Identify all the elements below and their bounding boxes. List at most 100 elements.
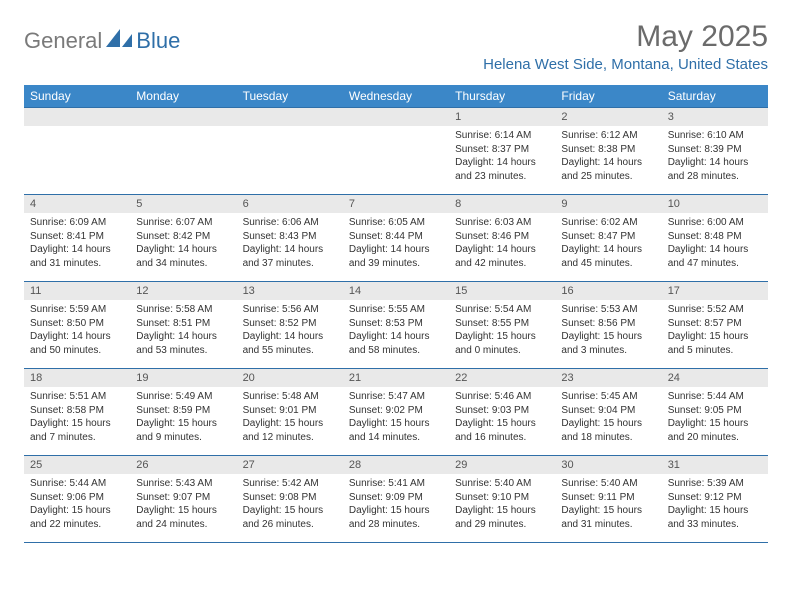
daylight-text: Daylight: 14 hours and 47 minutes. [668, 243, 762, 270]
calendar-cell: 9Sunrise: 6:02 AMSunset: 8:47 PMDaylight… [555, 195, 661, 281]
daylight-text: Daylight: 14 hours and 25 minutes. [561, 156, 655, 183]
day-number: 15 [449, 282, 555, 300]
calendar-cell [130, 108, 236, 194]
calendar-cell: 25Sunrise: 5:44 AMSunset: 9:06 PMDayligh… [24, 456, 130, 542]
calendar-cell: 7Sunrise: 6:05 AMSunset: 8:44 PMDaylight… [343, 195, 449, 281]
day-content: Sunrise: 6:14 AMSunset: 8:37 PMDaylight:… [449, 126, 555, 187]
day-content: Sunrise: 6:06 AMSunset: 8:43 PMDaylight:… [237, 213, 343, 274]
sunset-text: Sunset: 8:51 PM [136, 317, 230, 331]
calendar-cell: 13Sunrise: 5:56 AMSunset: 8:52 PMDayligh… [237, 282, 343, 368]
sunrise-text: Sunrise: 5:52 AM [668, 303, 762, 317]
logo-sail-icon [106, 29, 134, 54]
daylight-text: Daylight: 15 hours and 22 minutes. [30, 504, 124, 531]
daylight-text: Daylight: 15 hours and 18 minutes. [561, 417, 655, 444]
day-number: 20 [237, 369, 343, 387]
day-content: Sunrise: 6:02 AMSunset: 8:47 PMDaylight:… [555, 213, 661, 274]
sunrise-text: Sunrise: 6:09 AM [30, 216, 124, 230]
sunset-text: Sunset: 8:48 PM [668, 230, 762, 244]
calendar-cell: 10Sunrise: 6:00 AMSunset: 8:48 PMDayligh… [662, 195, 768, 281]
sunrise-text: Sunrise: 5:47 AM [349, 390, 443, 404]
calendar-cell: 29Sunrise: 5:40 AMSunset: 9:10 PMDayligh… [449, 456, 555, 542]
calendar-cell: 15Sunrise: 5:54 AMSunset: 8:55 PMDayligh… [449, 282, 555, 368]
day-number: 30 [555, 456, 661, 474]
day-content: Sunrise: 5:39 AMSunset: 9:12 PMDaylight:… [662, 474, 768, 535]
sunrise-text: Sunrise: 6:07 AM [136, 216, 230, 230]
sunset-text: Sunset: 9:05 PM [668, 404, 762, 418]
day-number: 1 [449, 108, 555, 126]
day-number: 18 [24, 369, 130, 387]
day-number: 25 [24, 456, 130, 474]
sunset-text: Sunset: 8:47 PM [561, 230, 655, 244]
sunrise-text: Sunrise: 5:56 AM [243, 303, 337, 317]
month-title: May 2025 [483, 20, 768, 54]
day-content: Sunrise: 5:42 AMSunset: 9:08 PMDaylight:… [237, 474, 343, 535]
day-content: Sunrise: 6:00 AMSunset: 8:48 PMDaylight:… [662, 213, 768, 274]
day-number: 14 [343, 282, 449, 300]
day-number: 4 [24, 195, 130, 213]
daylight-text: Daylight: 14 hours and 55 minutes. [243, 330, 337, 357]
sunset-text: Sunset: 8:52 PM [243, 317, 337, 331]
sunset-text: Sunset: 8:53 PM [349, 317, 443, 331]
daylight-text: Daylight: 14 hours and 53 minutes. [136, 330, 230, 357]
sunrise-text: Sunrise: 5:44 AM [668, 390, 762, 404]
daylight-text: Daylight: 15 hours and 3 minutes. [561, 330, 655, 357]
day-content: Sunrise: 5:53 AMSunset: 8:56 PMDaylight:… [555, 300, 661, 361]
calendar-header-cell: Wednesday [343, 85, 449, 107]
calendar-body: 1Sunrise: 6:14 AMSunset: 8:37 PMDaylight… [24, 107, 768, 543]
day-content: Sunrise: 5:46 AMSunset: 9:03 PMDaylight:… [449, 387, 555, 448]
sunrise-text: Sunrise: 5:39 AM [668, 477, 762, 491]
sunset-text: Sunset: 8:43 PM [243, 230, 337, 244]
sunrise-text: Sunrise: 5:42 AM [243, 477, 337, 491]
day-number: 2 [555, 108, 661, 126]
day-number: 7 [343, 195, 449, 213]
day-number: 28 [343, 456, 449, 474]
daylight-text: Daylight: 14 hours and 45 minutes. [561, 243, 655, 270]
sunset-text: Sunset: 9:10 PM [455, 491, 549, 505]
daylight-text: Daylight: 15 hours and 29 minutes. [455, 504, 549, 531]
location-text: Helena West Side, Montana, United States [483, 56, 768, 73]
day-number: 11 [24, 282, 130, 300]
sunset-text: Sunset: 8:57 PM [668, 317, 762, 331]
sunset-text: Sunset: 8:37 PM [455, 143, 549, 157]
calendar-row: 1Sunrise: 6:14 AMSunset: 8:37 PMDaylight… [24, 107, 768, 194]
calendar-cell: 27Sunrise: 5:42 AMSunset: 9:08 PMDayligh… [237, 456, 343, 542]
calendar-cell: 21Sunrise: 5:47 AMSunset: 9:02 PMDayligh… [343, 369, 449, 455]
sunset-text: Sunset: 8:56 PM [561, 317, 655, 331]
day-number: 8 [449, 195, 555, 213]
daylight-text: Daylight: 14 hours and 58 minutes. [349, 330, 443, 357]
sunset-text: Sunset: 8:59 PM [136, 404, 230, 418]
day-number [237, 108, 343, 126]
day-number: 12 [130, 282, 236, 300]
sunrise-text: Sunrise: 5:43 AM [136, 477, 230, 491]
daylight-text: Daylight: 15 hours and 33 minutes. [668, 504, 762, 531]
day-number [24, 108, 130, 126]
daylight-text: Daylight: 14 hours and 39 minutes. [349, 243, 443, 270]
calendar-header-cell: Sunday [24, 85, 130, 107]
daylight-text: Daylight: 14 hours and 34 minutes. [136, 243, 230, 270]
day-content: Sunrise: 5:43 AMSunset: 9:07 PMDaylight:… [130, 474, 236, 535]
calendar-cell [343, 108, 449, 194]
calendar-cell: 14Sunrise: 5:55 AMSunset: 8:53 PMDayligh… [343, 282, 449, 368]
day-content: Sunrise: 5:44 AMSunset: 9:05 PMDaylight:… [662, 387, 768, 448]
calendar-header-cell: Thursday [449, 85, 555, 107]
calendar-row: 4Sunrise: 6:09 AMSunset: 8:41 PMDaylight… [24, 194, 768, 281]
calendar-cell: 24Sunrise: 5:44 AMSunset: 9:05 PMDayligh… [662, 369, 768, 455]
sunset-text: Sunset: 9:03 PM [455, 404, 549, 418]
daylight-text: Daylight: 15 hours and 26 minutes. [243, 504, 337, 531]
day-content: Sunrise: 5:47 AMSunset: 9:02 PMDaylight:… [343, 387, 449, 448]
title-block: May 2025 Helena West Side, Montana, Unit… [483, 20, 768, 81]
calendar-row: 25Sunrise: 5:44 AMSunset: 9:06 PMDayligh… [24, 455, 768, 543]
calendar: SundayMondayTuesdayWednesdayThursdayFrid… [24, 85, 768, 543]
logo: General Blue [24, 20, 180, 54]
calendar-cell: 23Sunrise: 5:45 AMSunset: 9:04 PMDayligh… [555, 369, 661, 455]
day-content: Sunrise: 6:12 AMSunset: 8:38 PMDaylight:… [555, 126, 661, 187]
day-number: 10 [662, 195, 768, 213]
day-content: Sunrise: 6:07 AMSunset: 8:42 PMDaylight:… [130, 213, 236, 274]
day-content: Sunrise: 5:40 AMSunset: 9:11 PMDaylight:… [555, 474, 661, 535]
sunset-text: Sunset: 9:12 PM [668, 491, 762, 505]
sunset-text: Sunset: 8:42 PM [136, 230, 230, 244]
sunset-text: Sunset: 8:39 PM [668, 143, 762, 157]
calendar-cell: 17Sunrise: 5:52 AMSunset: 8:57 PMDayligh… [662, 282, 768, 368]
day-number: 21 [343, 369, 449, 387]
calendar-header-cell: Monday [130, 85, 236, 107]
